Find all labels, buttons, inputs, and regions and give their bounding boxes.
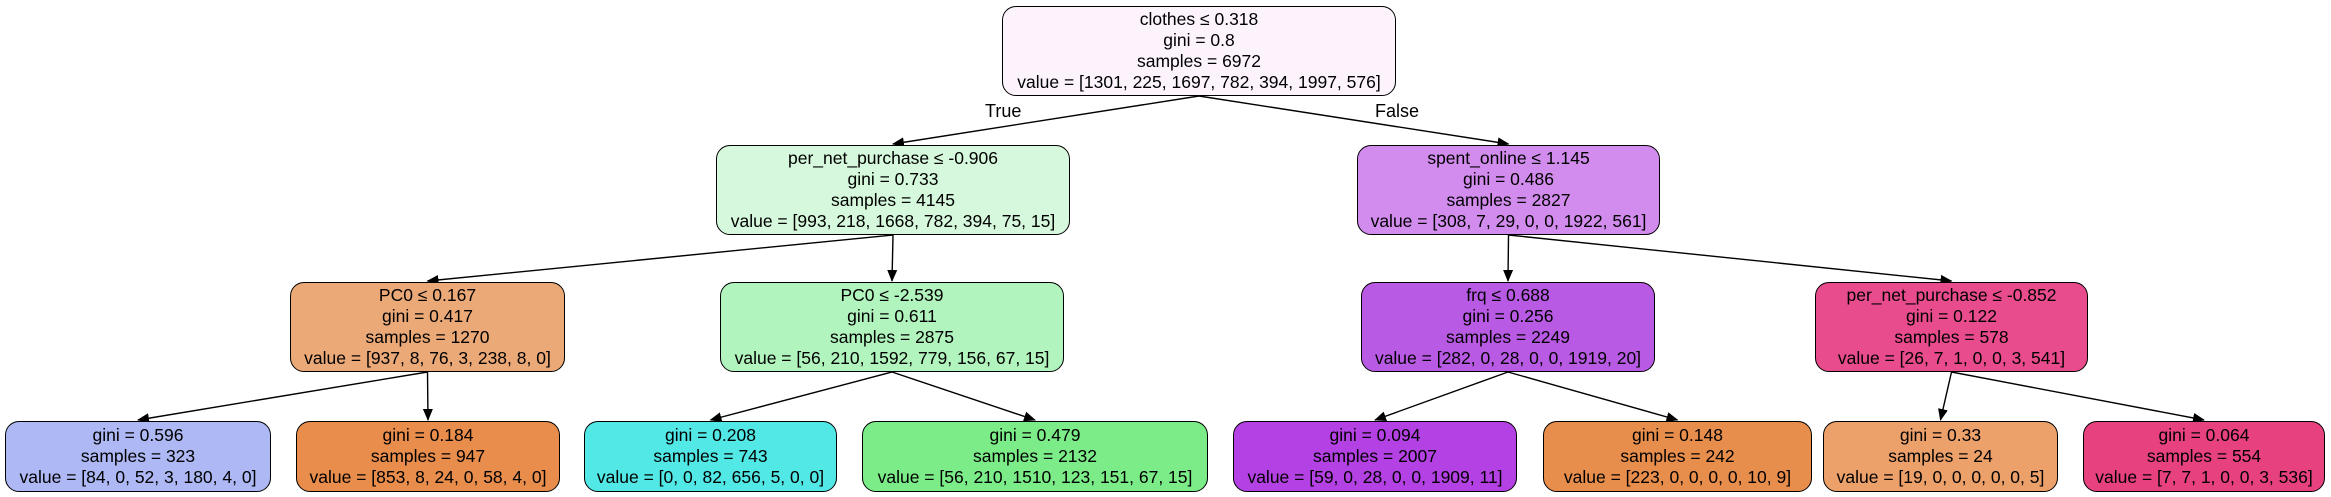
node-text-line: gini = 0.733 — [847, 169, 939, 189]
node-text-line: spent_online ≤ 1.145 — [1427, 148, 1590, 168]
node-text-line: gini = 0.148 — [1632, 425, 1723, 445]
true-edge-label: True — [985, 101, 1022, 121]
node-text-line: value = [1301, 225, 1697, 782, 394, 1997… — [1017, 72, 1381, 92]
node-text-line: samples = 2007 — [1312, 446, 1438, 466]
node-text-line: samples = 242 — [1620, 446, 1735, 466]
node-text-line: value = [19, 0, 0, 0, 0, 0, 5] — [1836, 467, 2045, 487]
tree-node-n10: gini = 0.479 samples = 2132 value = [56, 2… — [862, 421, 1208, 492]
node-text-line: clothes ≤ 0.318 — [1139, 9, 1259, 29]
tree-node-n11: gini = 0.094 samples = 2007 value = [59, 0… — [1233, 421, 1517, 492]
edge-n1-n4 — [887, 234, 898, 282]
node-text-line: gini = 0.596 — [92, 425, 184, 445]
node-text-line: value = [853, 8, 24, 0, 58, 4, 0] — [309, 467, 547, 487]
edge-n6-n13 — [1938, 371, 1953, 421]
tree-node-n14: gini = 0.064 samples = 554 value = [7, 7, … — [2083, 421, 2325, 492]
tree-node-n3: PC0 ≤ 0.167 gini = 0.417 samples = 1270 val… — [290, 282, 565, 372]
node-text-line: samples = 323 — [80, 446, 196, 466]
node-text-line: value = [59, 0, 28, 0, 0, 1909, 11] — [1247, 467, 1503, 487]
node-text-line: gini = 0.208 — [665, 425, 756, 445]
node-text-line: per_net_purchase ≤ -0.906 — [787, 148, 999, 168]
node-text-line: value = [937, 8, 76, 3, 238, 8, 0] — [304, 348, 551, 368]
edge-n3-n7 — [137, 371, 428, 424]
edge-n0-n1 — [892, 95, 1200, 148]
node-text-line: samples = 4145 — [830, 190, 956, 210]
edge-n2-n6 — [1508, 234, 1953, 285]
node-text-line: gini = 0.486 — [1463, 169, 1554, 189]
node-text-line: samples = 6972 — [1136, 51, 1262, 71]
node-text-line: gini = 0.256 — [1462, 306, 1554, 326]
tree-node-n1: per_net_purchase ≤ -0.906 gini = 0.733 sam… — [716, 145, 1070, 235]
node-text-line: value = [56, 210, 1510, 123, 151, 67, 15… — [877, 467, 1193, 487]
node-text-line: gini = 0.33 — [1899, 425, 1982, 445]
node-text-line: value = [84, 0, 52, 3, 180, 4, 0] — [19, 467, 257, 487]
node-text-line: value = [26, 7, 1, 0, 0, 3, 541] — [1837, 348, 2066, 368]
node-text-line: samples = 578 — [1894, 327, 2009, 347]
node-text-line: value = [56, 210, 1592, 779, 156, 67, 15… — [734, 348, 1050, 368]
node-text-line: frq ≤ 0.688 — [1466, 285, 1550, 305]
tree-node-n2: spent_online ≤ 1.145 gini = 0.486 samples … — [1357, 145, 1660, 235]
tree-node-n8: gini = 0.184 samples = 947 value = [853, 8… — [296, 421, 560, 492]
edge-n5-n12 — [1507, 371, 1679, 422]
tree-node-n4: PC0 ≤ -2.539 gini = 0.611 samples = 2875 va… — [720, 282, 1064, 372]
node-text-line: value = [223, 0, 0, 0, 0, 10, 9] — [1563, 467, 1792, 487]
node-text-line: gini = 0.8 — [1163, 30, 1235, 50]
node-text-line: value = [7, 7, 1, 0, 0, 3, 536] — [2095, 467, 2313, 487]
edge-n6-n14 — [1951, 371, 2205, 423]
node-text-line: value = [282, 0, 28, 0, 0, 1919, 20] — [1374, 348, 1642, 368]
tree-node-n13: gini = 0.33 samples = 24 value = [19, 0, 0… — [1823, 421, 2058, 492]
tree-node-n6: per_net_purchase ≤ -0.852 gini = 0.122 sam… — [1815, 282, 2088, 372]
tree-node-n9: gini = 0.208 samples = 743 value = [0, 0, … — [584, 421, 837, 492]
node-text-line: gini = 0.064 — [2158, 425, 2250, 445]
node-text-line: samples = 2249 — [1445, 327, 1571, 347]
node-text-line: samples = 947 — [370, 446, 486, 466]
node-text-line: per_net_purchase ≤ -0.852 — [1846, 285, 2057, 305]
node-text-line: value = [308, 7, 29, 0, 0, 1922, 561] — [1370, 211, 1647, 231]
node-text-line: samples = 2132 — [972, 446, 1098, 466]
node-text-line: samples = 554 — [2146, 446, 2262, 466]
edge-n0-n2 — [1198, 95, 1510, 148]
edge-n3-n8 — [422, 371, 433, 421]
edge-n5-n11 — [1374, 371, 1509, 421]
false-edge-label: False — [1375, 101, 1420, 121]
edge-n1-n3 — [426, 234, 894, 285]
node-text-line: samples = 743 — [653, 446, 768, 466]
node-text-line: PC0 ≤ 0.167 — [378, 285, 477, 305]
node-text-line: value = [0, 0, 82, 656, 5, 0, 0] — [596, 467, 825, 487]
edge-n4-n9 — [709, 371, 893, 423]
tree-node-n7: gini = 0.596 samples = 323 value = [84, 0,… — [5, 421, 271, 492]
tree-node-n12: gini = 0.148 samples = 242 value = [223, 0… — [1543, 421, 1812, 492]
node-text-line: PC0 ≤ -2.539 — [840, 285, 944, 305]
node-text-line: gini = 0.122 — [1906, 306, 1997, 326]
node-text-line: samples = 2827 — [1446, 190, 1571, 210]
node-text-line: samples = 1270 — [365, 327, 490, 347]
edge-n2-n5 — [1503, 234, 1514, 282]
node-text-line: value = [993, 218, 1668, 782, 394, 75, 1… — [730, 211, 1056, 231]
node-text-line: gini = 0.479 — [989, 425, 1081, 445]
node-text-line: samples = 24 — [1888, 446, 1993, 466]
tree-node-n0: clothes ≤ 0.318 gini = 0.8 samples = 6972 v… — [1002, 6, 1396, 96]
node-text-line: gini = 0.417 — [382, 306, 473, 326]
node-text-line: gini = 0.094 — [1329, 425, 1421, 445]
tree-node-n5: frq ≤ 0.688 gini = 0.256 samples = 2249 val… — [1361, 282, 1655, 372]
node-text-line: gini = 0.184 — [382, 425, 474, 445]
node-text-line: samples = 2875 — [829, 327, 955, 347]
edge-n4-n10 — [891, 371, 1036, 422]
node-text-line: gini = 0.611 — [847, 306, 937, 326]
